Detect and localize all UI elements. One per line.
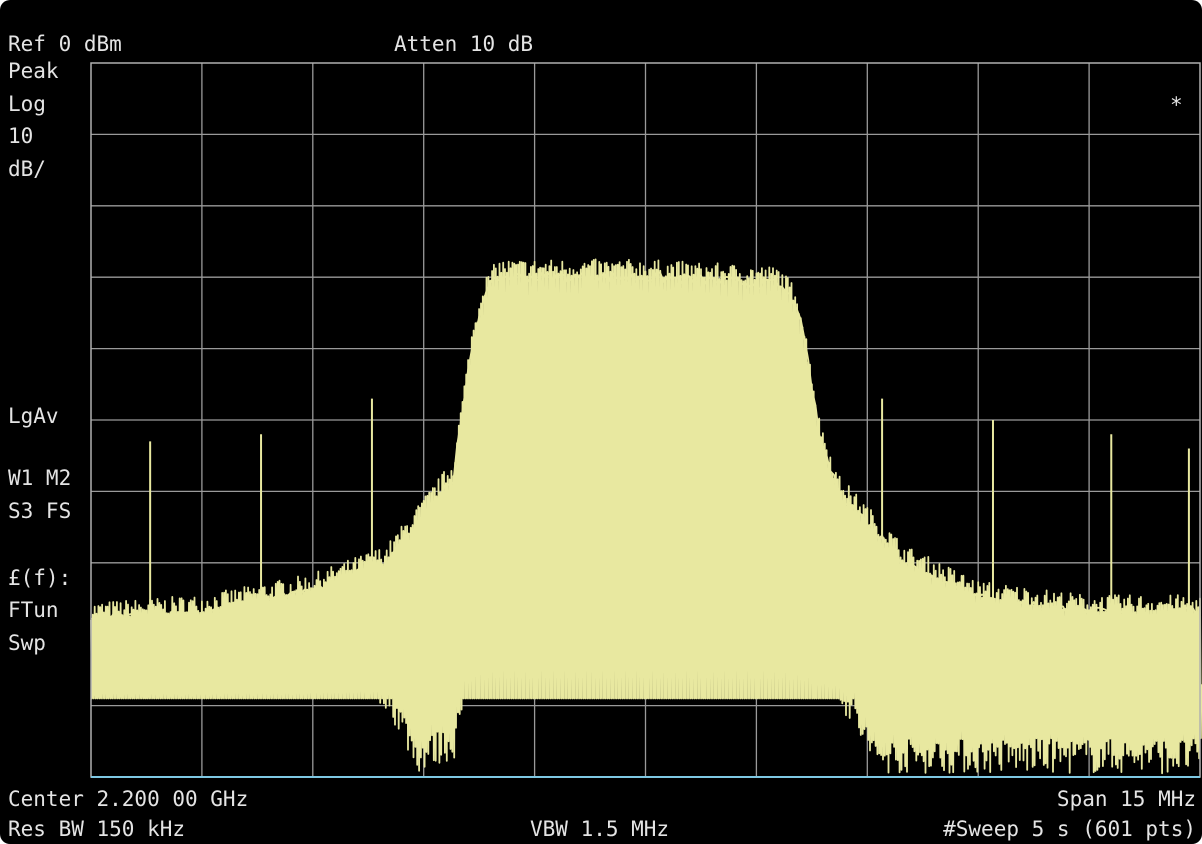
averaging-label: LgAv	[8, 404, 59, 428]
tune-label: FTun	[8, 598, 59, 622]
sweep-mode-label: Swp	[8, 631, 46, 655]
traces	[90, 258, 1202, 775]
average-trace-line	[90, 379, 1201, 696]
attenuation-label: Atten 10 dB	[394, 32, 533, 56]
peak-trace-line	[90, 271, 1201, 624]
center-frequency-label: Center 2.200 00 GHz	[8, 787, 248, 811]
sweep-time-label: #Sweep 5 s (601 pts)	[943, 817, 1196, 841]
scale-type-label: Log	[8, 92, 46, 116]
spectrum-trace-envelope	[90, 258, 1202, 775]
resolution-bandwidth-label: Res BW 150 kHz	[8, 817, 185, 841]
scale-unit-label: dB/	[8, 157, 46, 181]
span-label: Span 15 MHz	[1057, 787, 1196, 811]
trace-modes-label-2: S3 FS	[8, 499, 71, 523]
scale-value-label: 10	[8, 124, 33, 148]
video-bandwidth-label: VBW 1.5 MHz	[530, 817, 669, 841]
mode-label: £(f):	[8, 566, 71, 590]
detector-label: Peak	[8, 59, 59, 83]
asterisk-marker: *	[1170, 93, 1183, 117]
trace-modes-label-1: W1 M2	[8, 466, 71, 490]
ref-level-label: Ref 0 dBm	[8, 32, 122, 56]
